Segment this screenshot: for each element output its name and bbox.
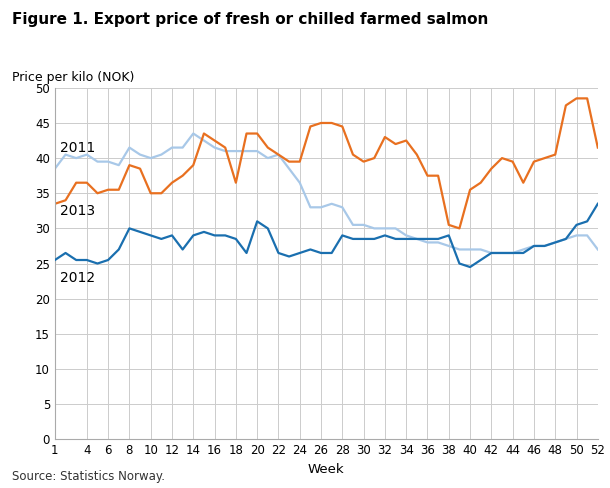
Text: 2011: 2011	[60, 141, 96, 155]
Text: 2012: 2012	[60, 270, 95, 285]
Text: Price per kilo (NOK): Price per kilo (NOK)	[12, 71, 135, 84]
Text: Source: Statistics Norway.: Source: Statistics Norway.	[12, 470, 165, 483]
X-axis label: Week: Week	[308, 463, 345, 476]
Text: Figure 1. Export price of fresh or chilled farmed salmon: Figure 1. Export price of fresh or chill…	[12, 12, 489, 27]
Text: 2013: 2013	[60, 204, 95, 218]
